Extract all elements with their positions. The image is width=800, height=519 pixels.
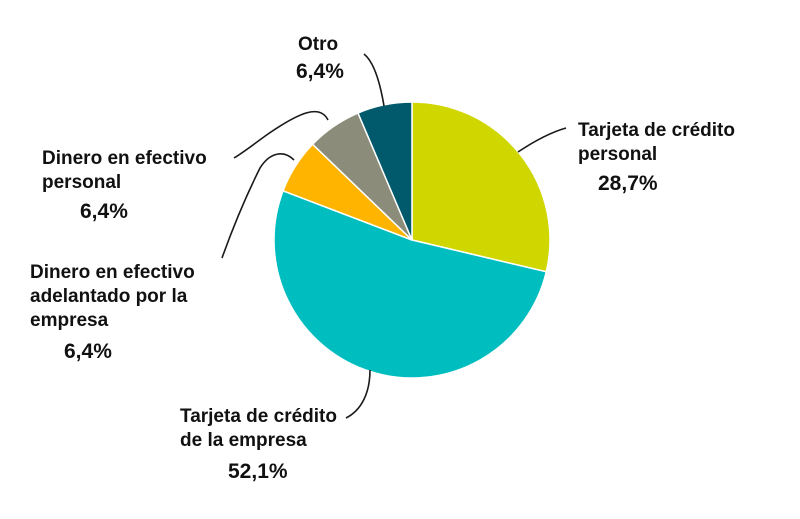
slice-label-line: Dinero en efectivo — [42, 148, 207, 169]
leader-line-tarjeta-empresa — [345, 369, 371, 419]
slice-value-adelantado: 6,4% — [64, 340, 112, 363]
slice-label-line: empresa — [30, 310, 109, 331]
leader-line-efectivo-personal — [233, 110, 329, 159]
slice-label-line: Tarjeta de crédito — [578, 120, 735, 141]
leader-line-adelantado — [221, 153, 295, 259]
slice-label-line: personal — [42, 172, 121, 193]
pie-slice-tarjeta-empresa — [273, 189, 548, 379]
leader-line-tarjeta-personal — [517, 127, 567, 153]
slice-value-otro: 6,4% — [296, 60, 344, 83]
slice-label-tarjeta-empresa: Tarjeta de crédito de la empresa — [180, 406, 342, 451]
slice-label-adelantado: Dinero en efectivo adelantado por la emp… — [30, 262, 200, 331]
slice-label-line: Dinero en efectivo — [30, 262, 195, 283]
slice-value-tarjeta-personal: 28,7% — [598, 172, 658, 195]
slice-label-tarjeta-personal: Tarjeta de crédito personal — [578, 120, 740, 165]
slice-label-efectivo-personal: Dinero en efectivo personal — [42, 148, 212, 193]
slice-label-line: adelantado por la — [30, 286, 188, 307]
slice-label-line: personal — [578, 144, 657, 165]
slice-label-line: de la empresa — [180, 430, 307, 451]
leader-line-otro — [363, 53, 385, 107]
pie-slice-tarjeta-personal — [411, 101, 551, 273]
slice-label-line: Tarjeta de crédito — [180, 406, 337, 427]
slice-label-line: Otro — [298, 34, 338, 55]
pie-slices — [273, 101, 551, 379]
slice-label-otro: Otro — [298, 34, 338, 55]
slice-value-efectivo-personal: 6,4% — [80, 200, 128, 223]
slice-value-tarjeta-empresa: 52,1% — [228, 460, 288, 483]
